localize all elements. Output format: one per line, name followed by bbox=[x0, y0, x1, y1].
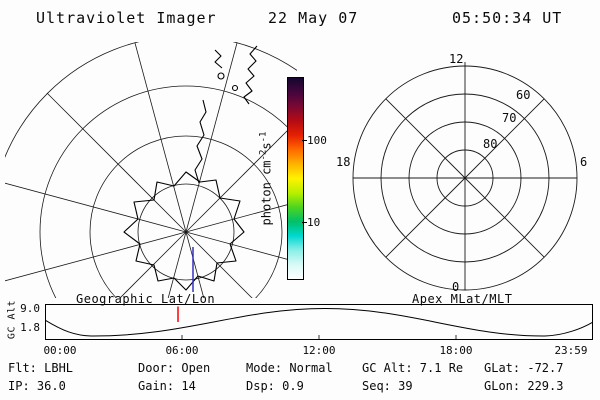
colorbar-label-exp2: -1 bbox=[258, 131, 269, 143]
header-date: 22 May 07 bbox=[268, 9, 359, 27]
mlat-label-80: 80 bbox=[483, 137, 498, 151]
mlt-label-0: 0 bbox=[452, 280, 460, 294]
coastlines bbox=[123, 45, 258, 291]
altitude-x-tickmarks bbox=[181, 335, 457, 339]
colorbar-gradient bbox=[287, 77, 304, 280]
time-tick-0000: 00:00 bbox=[43, 344, 77, 357]
time-tick-1800: 18:00 bbox=[439, 344, 473, 357]
status-seq: Seq: 39 bbox=[362, 379, 413, 393]
geo-map-caption: Geographic Lat/Lon bbox=[76, 292, 216, 306]
time-tick-1200: 12:00 bbox=[302, 344, 336, 357]
altitude-ytick-1_8: 1.8 bbox=[20, 321, 40, 334]
status-gc-alt: GC Alt: 7.1 Re bbox=[362, 361, 464, 375]
status-glat: GLat: -72.7 bbox=[484, 361, 564, 375]
island bbox=[217, 72, 225, 80]
antarctic-peninsula-coastline bbox=[194, 99, 207, 184]
antarctica-coastline bbox=[123, 171, 245, 291]
mlat-label-60: 60 bbox=[516, 88, 531, 102]
apex-grid bbox=[352, 62, 578, 291]
colorbar-tickmark-10 bbox=[302, 222, 307, 223]
mlat-label-70: 70 bbox=[502, 111, 517, 125]
status-flt: Flt: LBHL bbox=[8, 361, 74, 375]
colorbar-label-exp1: -2 bbox=[258, 149, 269, 161]
header-time: 05:50:34 UT bbox=[452, 9, 563, 27]
status-ip: IP: 36.0 bbox=[8, 379, 66, 393]
time-tick-0600: 06:00 bbox=[165, 344, 199, 357]
geo-grid bbox=[5, 42, 297, 298]
mlt-label-6: 6 bbox=[580, 155, 588, 169]
island bbox=[231, 84, 239, 92]
status-dsp: Dsp: 0.9 bbox=[246, 379, 304, 393]
status-door: Door: Open bbox=[138, 361, 211, 375]
altitude-ytick-9: 9.0 bbox=[20, 302, 40, 315]
colorbar-label-base: photon cm bbox=[259, 160, 274, 226]
colorbar-label-mid: s bbox=[259, 142, 274, 150]
altitude-strip-chart bbox=[45, 304, 593, 340]
apex-polar-plot bbox=[352, 62, 578, 291]
colorbar-tick-10: 10 bbox=[307, 216, 321, 229]
island-coastline bbox=[214, 49, 223, 69]
status-glon: GLon: 229.3 bbox=[484, 379, 564, 393]
status-gain: Gain: 14 bbox=[138, 379, 196, 393]
app-title: Ultraviolet Imager bbox=[36, 9, 217, 27]
colorbar-tick-100: 100 bbox=[307, 134, 327, 147]
colorbar-label: photon cm-2s-1 bbox=[259, 100, 274, 258]
apex-plot-caption: Apex MLat/MLT bbox=[412, 292, 513, 306]
geographic-map bbox=[5, 42, 297, 298]
orbit-altitude-curve bbox=[45, 307, 593, 337]
time-tick-2359: 23:59 bbox=[554, 344, 588, 357]
colorbar-tickmark-100 bbox=[302, 140, 307, 141]
mlt-label-18: 18 bbox=[336, 155, 351, 169]
south-america-coastline bbox=[243, 45, 258, 105]
mlt-label-12: 12 bbox=[449, 52, 464, 66]
status-mode: Mode: Normal bbox=[246, 361, 333, 375]
